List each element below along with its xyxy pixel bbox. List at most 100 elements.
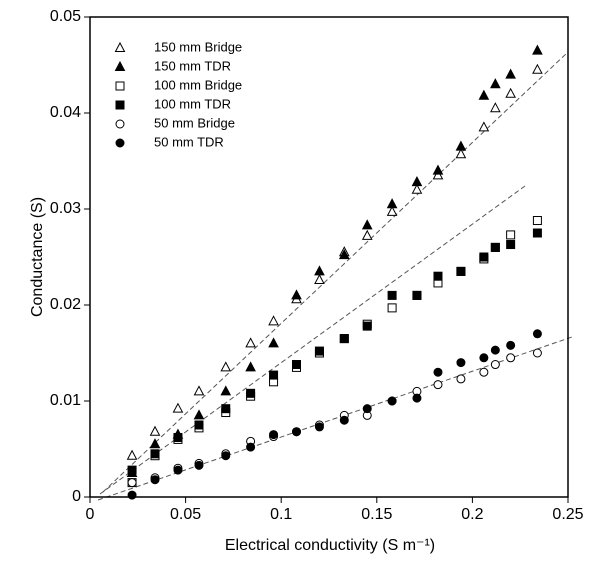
point [432, 164, 444, 175]
x-tick-label: 0 [86, 506, 95, 523]
point [386, 205, 398, 216]
point [532, 329, 542, 339]
fit-line [97, 336, 573, 501]
x-tick-label: 0.05 [170, 506, 201, 523]
point [172, 402, 184, 413]
point [268, 315, 279, 326]
point [246, 442, 256, 452]
x-tick-label: 0.25 [552, 506, 583, 523]
point [220, 361, 232, 372]
point [221, 451, 231, 461]
point [127, 465, 137, 475]
point [314, 273, 325, 285]
point [150, 449, 160, 459]
x-tick-label: 0.15 [361, 506, 392, 523]
point [532, 63, 543, 74]
point [506, 353, 516, 363]
point [478, 89, 490, 100]
point [338, 249, 350, 260]
point [411, 183, 423, 194]
point [479, 353, 489, 363]
point [173, 432, 183, 442]
legend-marker [115, 81, 125, 91]
point [314, 422, 324, 432]
y-tick-label: 0.02 [50, 296, 81, 313]
point [361, 229, 373, 240]
point [127, 490, 137, 500]
point [433, 271, 443, 281]
point [149, 438, 161, 449]
point [246, 388, 256, 398]
point [291, 427, 301, 437]
point [479, 252, 489, 262]
point [245, 361, 256, 372]
point [314, 265, 325, 276]
point [433, 380, 443, 390]
point [127, 478, 137, 488]
x-axis-label: Electrical conductivity (S m⁻¹) [225, 537, 435, 554]
point [456, 358, 466, 368]
point [221, 404, 231, 414]
point [532, 216, 542, 226]
fit-line [99, 185, 526, 495]
point [506, 240, 516, 250]
legend-label: 50 mm TDR [154, 134, 224, 149]
point [490, 345, 500, 355]
point [505, 87, 516, 98]
point [455, 140, 467, 151]
legend-marker [115, 119, 125, 129]
legend-label: 50 mm Bridge [154, 115, 235, 130]
point [194, 460, 204, 470]
legend-marker [115, 100, 125, 110]
point [433, 367, 443, 377]
y-axis-label: Conductance (S) [29, 197, 46, 317]
point [173, 465, 183, 475]
point [386, 198, 398, 209]
point [269, 430, 279, 440]
point [126, 449, 138, 460]
point [479, 367, 489, 377]
legend-label: 100 mm Bridge [154, 77, 242, 92]
y-tick-label: 0.03 [50, 200, 81, 217]
point [291, 360, 301, 370]
point [362, 321, 372, 331]
point [506, 340, 516, 350]
legend-marker [114, 60, 126, 71]
x-tick-label: 0.1 [270, 506, 292, 523]
point [387, 396, 397, 406]
point [220, 385, 232, 396]
point [490, 242, 500, 252]
legend-marker [114, 41, 126, 52]
point [412, 393, 422, 403]
point [150, 475, 160, 485]
point [490, 78, 501, 89]
legend-marker [115, 138, 125, 148]
point [387, 290, 397, 300]
point [412, 290, 422, 300]
point [193, 409, 205, 420]
point [490, 360, 500, 370]
y-tick-label: 0.05 [50, 8, 81, 25]
point [362, 404, 372, 414]
point [478, 121, 490, 132]
point [291, 289, 302, 300]
point [269, 370, 279, 380]
y-tick-label: 0 [72, 488, 81, 505]
point [532, 44, 543, 55]
point [314, 346, 324, 356]
point [532, 228, 542, 238]
y-tick-label: 0.01 [50, 392, 81, 409]
plot-frame [89, 16, 569, 498]
point [490, 102, 501, 113]
point [149, 425, 161, 436]
point [456, 374, 466, 384]
point [268, 337, 279, 348]
fit-line [102, 51, 569, 493]
point [532, 348, 542, 358]
point [432, 169, 444, 180]
point [456, 266, 466, 276]
point [506, 230, 516, 240]
y-tick-label: 0.04 [50, 104, 81, 121]
point [193, 385, 205, 396]
